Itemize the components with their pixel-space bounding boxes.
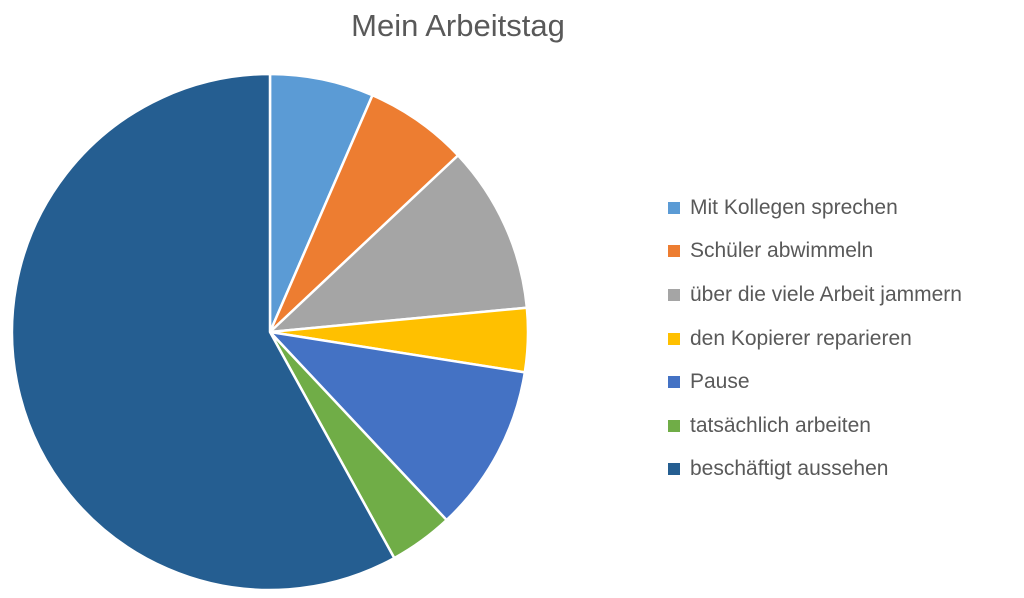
legend-item-mit-kollegen-sprechen: Mit Kollegen sprechen	[668, 186, 962, 230]
legend-swatch	[668, 463, 680, 476]
legend-item-schueler-abwimmeln: Schüler abwimmeln	[668, 230, 962, 274]
legend-item-beschaeftigt-aussehen: beschäftigt aussehen	[668, 448, 962, 492]
legend-label: den Kopierer reparieren	[690, 326, 912, 350]
legend-label: Pause	[690, 370, 750, 394]
legend-label: Mit Kollegen sprechen	[690, 195, 898, 219]
chart-title: Mein Arbeitstag	[351, 8, 565, 43]
legend-item-pause: Pause	[668, 360, 962, 404]
legend-swatch	[668, 288, 680, 301]
legend-label: beschäftigt aussehen	[690, 457, 889, 481]
legend-label: über die viele Arbeit jammern	[690, 282, 962, 306]
legend-label: tatsächlich arbeiten	[690, 413, 871, 437]
legend-swatch	[668, 332, 680, 345]
legend-item-den-kopierer-reparieren: den Kopierer reparieren	[668, 317, 962, 361]
legend-item-ueber-die-viele-arbeit-jammern: über die viele Arbeit jammern	[668, 273, 962, 317]
legend-label: Schüler abwimmeln	[690, 239, 874, 263]
legend-swatch	[668, 419, 680, 432]
pie-slice-ueber-die-viele-arbeit-jammern	[268, 154, 529, 334]
legend-swatch	[668, 201, 680, 214]
pie-slice-pause	[268, 330, 527, 522]
legend-swatch	[668, 245, 680, 258]
legend-swatch	[668, 376, 680, 389]
legend-item-tatsaechlich-arbeiten: tatsächlich arbeiten	[668, 404, 962, 448]
legend: Mit Kollegen sprechen Schüler abwimmeln üb…	[668, 186, 962, 491]
pie-slice-beschaeftigt-aussehen	[10, 72, 396, 592]
